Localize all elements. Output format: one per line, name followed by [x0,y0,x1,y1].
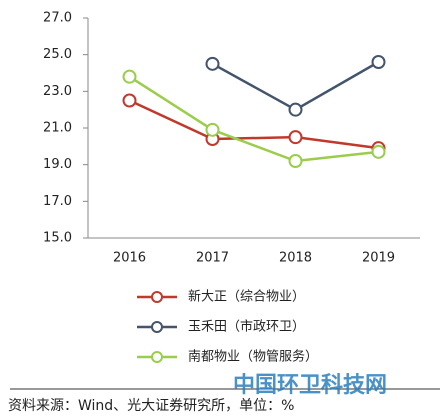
y-tick-label: 23.0 [43,84,72,99]
series-line [128,99,379,150]
point [371,144,386,159]
point [122,93,137,108]
series-line [128,75,379,163]
point [288,154,303,168]
y-tick-label: 25.0 [43,47,72,62]
point [205,122,220,137]
legend-label: 南都物业（物管服务） [188,349,318,365]
x-tick-label: 2017 [196,251,229,266]
x-tick-label: 2016 [113,251,146,266]
series-line [211,60,380,112]
x-tick-label: 2019 [362,251,395,266]
y-tick-label: 21.0 [43,121,72,136]
y-tick-label: 17.0 [43,194,72,209]
point [288,102,303,117]
x-tick-label: 2018 [279,251,312,266]
point [205,56,220,71]
y-tick-label: 15.0 [43,231,72,246]
legend-label: 玉禾田（市政环卫） [188,319,305,335]
y-tick-label: 19.0 [43,157,72,172]
point [288,130,303,145]
point [371,55,386,69]
source-note: 资料来源：Wind、光大证券研究所，单位：% [8,398,295,414]
y-tick-label: 27.0 [43,11,72,26]
legend-marker [151,351,163,363]
legend-marker [151,321,163,333]
point [122,69,137,84]
watermark: 中国环卫科技网 [233,373,387,398]
legend-label: 新大正（综合物业） [188,289,305,305]
legend-marker [151,291,163,303]
